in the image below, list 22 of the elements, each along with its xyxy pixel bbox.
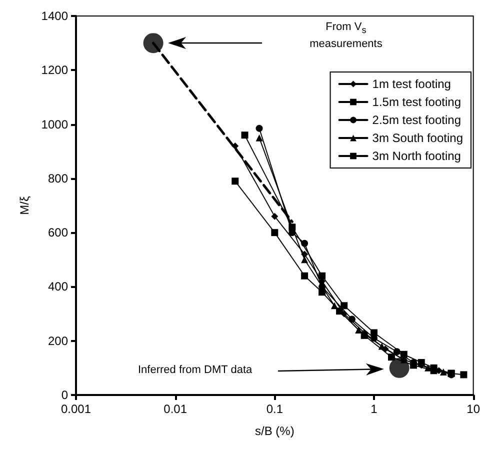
legend-label: 3m South footing xyxy=(372,131,464,145)
legend-label: 3m North footing xyxy=(372,149,461,163)
y-tick-label: 800 xyxy=(48,171,68,186)
x-tick-label: 0.1 xyxy=(266,402,284,416)
y-tick-label: 400 xyxy=(48,280,68,294)
legend-label: 1m test footing xyxy=(372,77,451,91)
x-tick-label: 0.001 xyxy=(60,402,92,416)
annotation: From V$_{s}$ measurements xyxy=(308,20,384,52)
y-tick-label: 1400 xyxy=(41,9,68,23)
legend-label: 1.5m test footing xyxy=(372,95,461,109)
y-tick-label: 600 xyxy=(48,226,68,240)
annotation: Inferred from DMT data xyxy=(138,363,252,377)
x-tick-label: 10 xyxy=(466,402,480,416)
y-tick-label: 1000 xyxy=(41,117,68,132)
y-tick-label: 0 xyxy=(61,388,68,402)
x-axis-title: s/B (%) xyxy=(254,424,294,438)
x-tick-label: 0.01 xyxy=(164,402,188,416)
y-tick-label: 200 xyxy=(48,334,68,348)
y-axis-title: M/ξ xyxy=(17,196,32,215)
y-tick-label: 1200 xyxy=(41,63,68,78)
x-tick-label: 1 xyxy=(370,402,378,416)
legend-label: 2.5m test footing xyxy=(372,113,461,127)
